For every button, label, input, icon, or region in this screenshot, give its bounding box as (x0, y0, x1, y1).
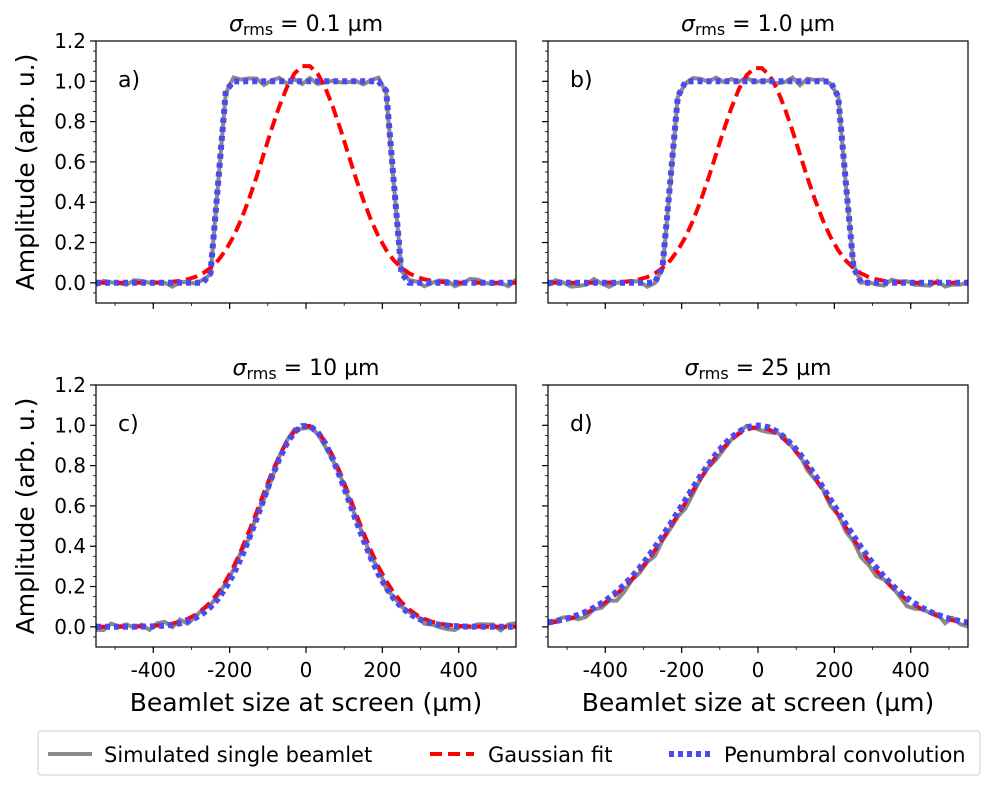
panel-title: σrms = 0.1 µm (229, 12, 383, 39)
series-simulated-single-beamlet (96, 75, 516, 289)
panel-d: -400 -200 0 200 400 d) σrms = 25 µm Beamlet siz… (542, 356, 969, 717)
x-tick-label: 200 (815, 658, 853, 682)
panel-letter: d) (570, 412, 593, 437)
y-tick-label: 0.4 (54, 534, 86, 558)
y-tick-label: 0.2 (54, 231, 86, 255)
series-simulated-single-beamlet (96, 425, 516, 633)
series-penumbral-convolution (96, 423, 516, 630)
panel-title: σrms = 10 µm (232, 356, 379, 383)
x-tick-label: -400 (131, 658, 176, 682)
y-tick-label: 1.0 (54, 69, 86, 93)
legend-label-penumbral: Penumbral convolution (724, 743, 966, 767)
panel-title: σrms = 25 µm (684, 356, 831, 383)
y-tick-label: 1.0 (54, 413, 86, 437)
x-axis-label: Beamlet size at screen (µm) (130, 688, 483, 717)
legend: Simulated single beamlet Gaussian fit Pe… (37, 730, 981, 776)
title-value: = 10 µm (277, 356, 380, 381)
panel-letter: c) (118, 412, 139, 437)
y-tick-label: 0.0 (54, 615, 86, 639)
y-tick-label: 0.2 (54, 575, 86, 599)
y-tick-label: 0.8 (54, 110, 86, 134)
y-tick-label: 0.6 (54, 150, 86, 174)
title-value: = 25 µm (729, 356, 832, 381)
series-penumbral-convolution (548, 78, 968, 286)
y-tick-label: 0.4 (54, 190, 86, 214)
x-tick-label: 400 (440, 658, 478, 682)
panel-a: 0.0 0.2 0.4 0.6 0.8 1.0 1.2 a) σrms = 0.1 µm Ampl… (11, 12, 517, 309)
panel-c: 0.0 0.2 0.4 0.6 0.8 1.0 1.2 -400 -200 0 200 400 c) σr… (11, 356, 517, 717)
y-tick-label: 0.8 (54, 454, 86, 478)
x-tick-label: 400 (892, 658, 930, 682)
title-value: = 1.0 µm (725, 12, 835, 37)
title-subscript: rms (243, 20, 273, 39)
title-symbol: σ (229, 12, 244, 37)
x-axis-label: Beamlet size at screen (µm) (582, 688, 935, 717)
legend-frame (37, 730, 981, 776)
title-subscript: rms (698, 364, 728, 383)
x-tick-label: 0 (752, 658, 765, 682)
panel-letter: a) (118, 68, 140, 93)
series-simulated-single-beamlet (548, 74, 968, 290)
x-tick-label: 200 (363, 658, 401, 682)
y-tick-label: 0.0 (54, 271, 86, 295)
y-tick-label: 1.2 (54, 29, 86, 53)
series-gaussian-fit (548, 66, 968, 285)
series-penumbral-convolution (96, 78, 516, 286)
y-axis-label: Amplitude (arb. u.) (11, 54, 40, 291)
title-value: = 0.1 µm (273, 12, 383, 37)
y-tick-label: 0.6 (54, 494, 86, 518)
series-gaussian-fit (96, 424, 516, 629)
x-tick-label: 0 (300, 658, 313, 682)
series-gaussian-fit (548, 425, 968, 626)
y-axis-label: Amplitude (arb. u.) (11, 398, 40, 635)
panel-title: σrms = 1.0 µm (681, 12, 835, 39)
series-gaussian-fit (96, 64, 516, 285)
panel-letter: b) (570, 68, 593, 93)
title-subscript: rms (246, 364, 276, 383)
legend-label-simulated: Simulated single beamlet (104, 743, 372, 767)
title-symbol: σ (684, 356, 699, 381)
x-tick-label: -200 (659, 658, 704, 682)
y-tick-label: 1.2 (54, 373, 86, 397)
title-subscript: rms (695, 20, 725, 39)
title-symbol: σ (232, 356, 247, 381)
series-penumbral-convolution (548, 422, 968, 626)
x-tick-label: -200 (207, 658, 252, 682)
panel-b: b) σrms = 1.0 µm (542, 12, 969, 309)
legend-label-gaussian: Gaussian fit (488, 743, 612, 767)
title-symbol: σ (681, 12, 696, 37)
x-tick-label: -400 (583, 658, 628, 682)
